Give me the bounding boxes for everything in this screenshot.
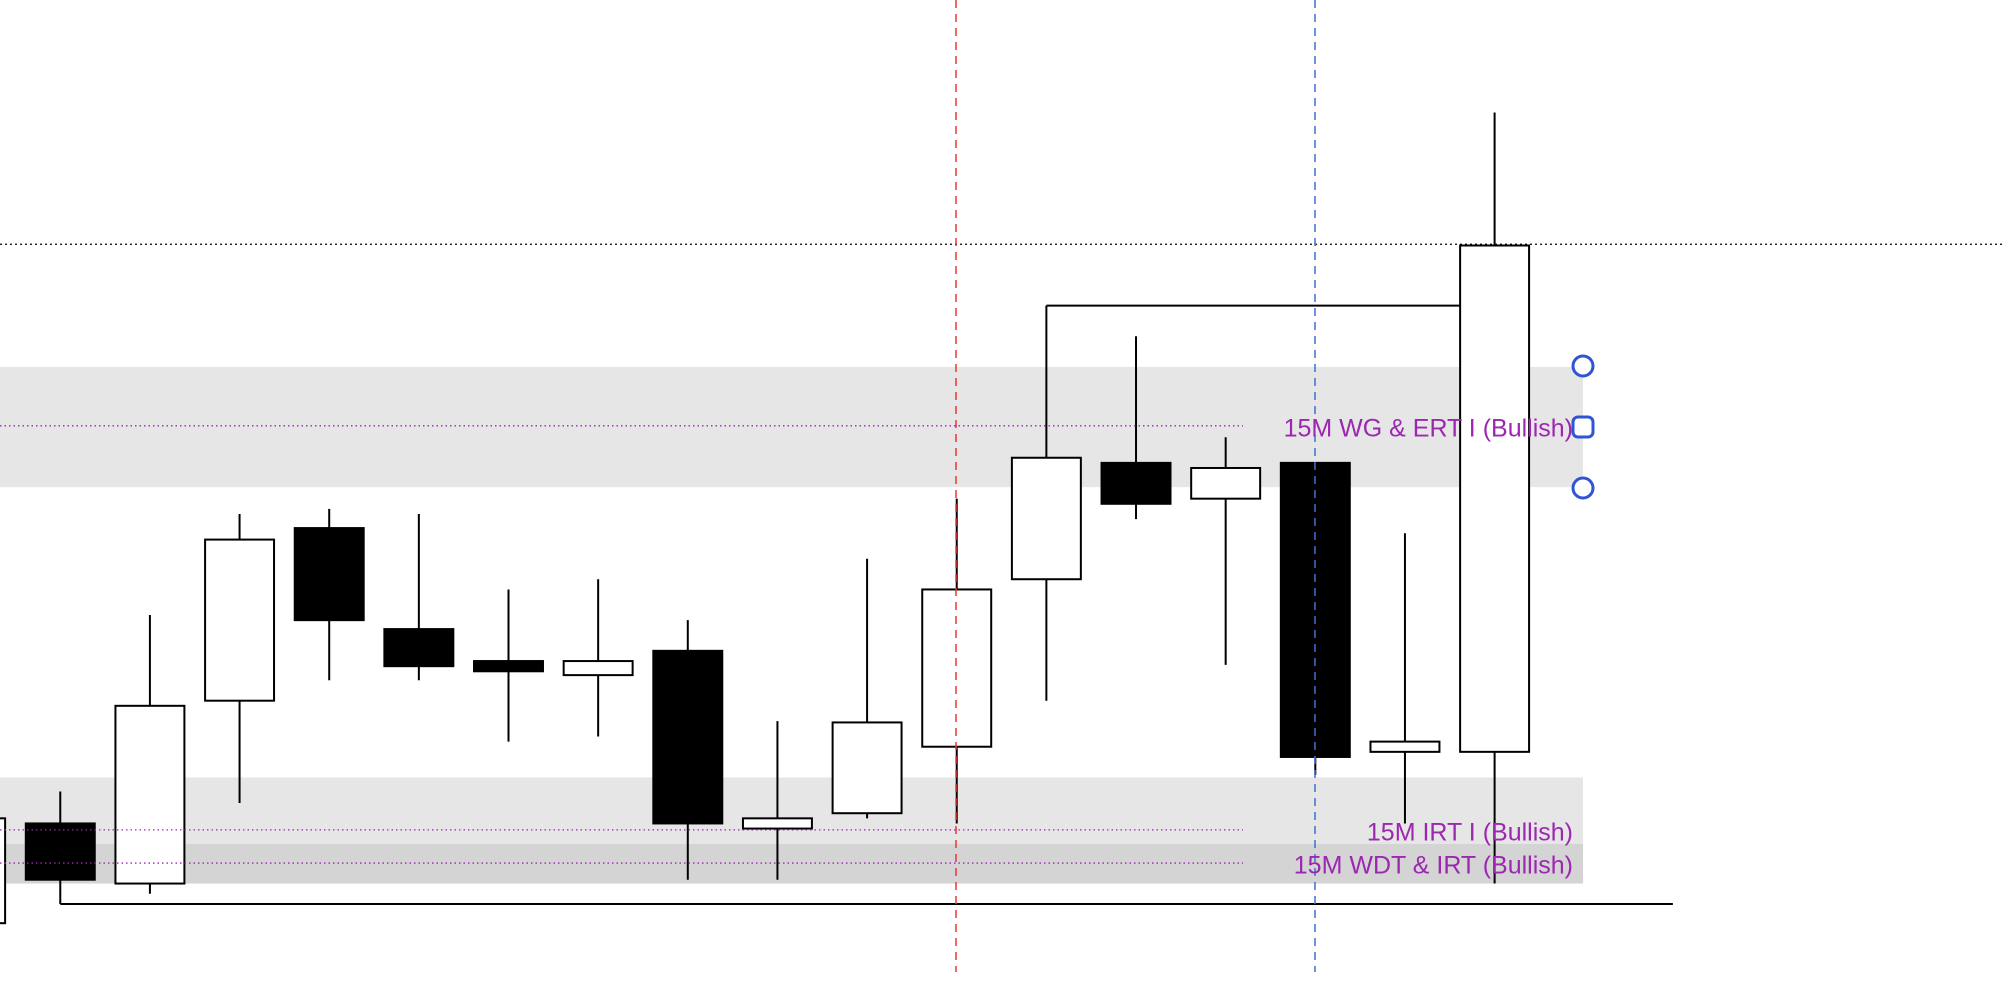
zone-label: 15M IRT I (Bullish) [1367, 818, 1573, 846]
candle-body [114, 704, 186, 885]
zone-label: 15M WDT & IRT (Bullish) [1294, 852, 1573, 880]
zone [0, 843, 1583, 884]
zone-label: 15M WG & ERT I (Bullish) [1284, 414, 1573, 442]
zone-labels: 15M WG & ERT I (Bullish) 15M IRT I (Bulli… [0, 414, 1573, 880]
candle-body [0, 817, 7, 925]
candle-body [562, 660, 634, 677]
candle-body [831, 721, 903, 815]
resize-handle[interactable] [1571, 354, 1595, 378]
candle-body [204, 538, 276, 702]
candle-body [1459, 244, 1531, 753]
candle-body [383, 628, 455, 668]
move-handle[interactable] [1571, 415, 1595, 439]
candle-body [741, 817, 813, 830]
zone [0, 777, 1583, 844]
candle-body [1010, 456, 1082, 581]
candle-body [652, 649, 724, 825]
candle-body [1100, 461, 1172, 505]
levels [0, 243, 2002, 906]
candle-body [293, 527, 365, 622]
zones [0, 366, 1583, 884]
candle-body [921, 588, 993, 748]
candle-body [24, 822, 96, 881]
resize-handle[interactable] [1571, 476, 1595, 500]
candle-body [1369, 740, 1441, 753]
candle-body [473, 660, 544, 673]
candle-body [1190, 466, 1262, 500]
